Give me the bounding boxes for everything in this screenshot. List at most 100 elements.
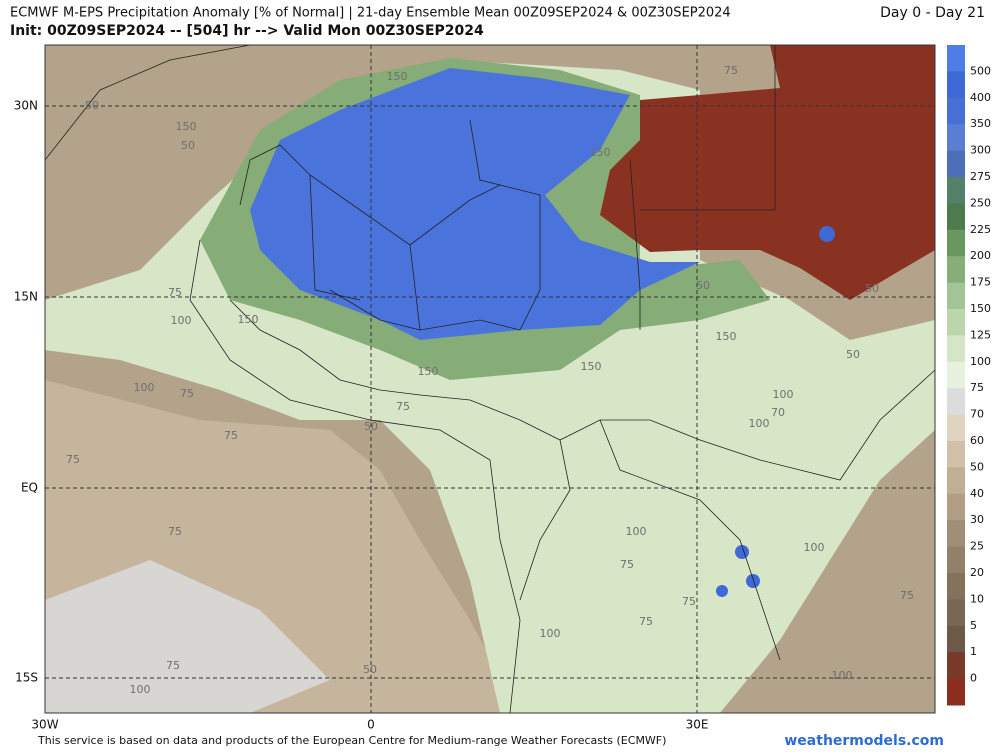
colorbar-label: 50 [970, 460, 984, 473]
colorbar-swatch [947, 282, 965, 310]
contour-label: 50 [846, 348, 860, 361]
contour-label: 75 [168, 525, 182, 538]
lon-label: 0 [367, 718, 375, 732]
colorbar-label: 500 [970, 64, 991, 77]
colorbar-swatch [947, 97, 965, 125]
colorbar-label: 0 [970, 672, 977, 685]
colorbar-label: 125 [970, 328, 991, 341]
contour-label: 100 [626, 525, 647, 538]
contour-label: 150 [590, 146, 611, 159]
contour-label: 50 [85, 99, 99, 112]
grey-area [45, 560, 330, 713]
contour-label: 75 [396, 400, 410, 413]
colorbar-label: 60 [970, 434, 984, 447]
lon-label: 30W [31, 718, 58, 732]
colorbar-label: 75 [970, 381, 984, 394]
subtitle: Init: 00Z09SEP2024 -- [504] hr --> Valid… [10, 23, 484, 39]
colorbar-swatch [947, 625, 965, 653]
wet-spot [746, 574, 760, 588]
colorbar-swatch [947, 520, 965, 548]
contour-label: 75 [166, 659, 180, 672]
map [44, 44, 936, 714]
contour-label: 150 [176, 120, 197, 133]
contour-label: 100 [171, 314, 192, 327]
contour-label: 70 [771, 406, 785, 419]
colorbar-label: 40 [970, 487, 984, 500]
dry-region [600, 45, 935, 300]
colorbar-label: 1 [970, 645, 977, 658]
contour-label: 100 [134, 381, 155, 394]
colorbar-swatch [947, 335, 965, 363]
colorbar: 5004003503002752502252001751501251007570… [947, 45, 991, 706]
contour-label: 100 [540, 627, 561, 640]
colorbar-swatch [947, 229, 965, 257]
colorbar-swatch [947, 124, 965, 152]
wet-spot [819, 226, 835, 242]
colorbar-label: 5 [970, 619, 977, 632]
colorbar-swatch [947, 467, 965, 495]
contour-label: 75 [180, 387, 194, 400]
contour-label: 75 [224, 429, 238, 442]
lon-label: 30E [686, 718, 709, 732]
contour-label: 50 [363, 663, 377, 676]
colorbar-swatch [947, 309, 965, 336]
contour-label: 75 [168, 286, 182, 299]
colorbar-swatch [947, 441, 965, 468]
colorbar-label: 100 [970, 355, 991, 368]
colorbar-label: 350 [970, 117, 991, 130]
contour-label: 150 [418, 365, 439, 378]
contour-labels: 150 150 50 150 75 50 75 150 100 150 150 150 50 100 75 7… [66, 64, 914, 696]
grid: 30N 15N EQ 15S 30W 0 30E [14, 45, 935, 732]
contour-label: 100 [832, 669, 853, 682]
contour-label: 75 [639, 615, 653, 628]
contour-label: 75 [682, 595, 696, 608]
colorbar-label: 150 [970, 302, 991, 315]
colorbar-swatch [947, 546, 965, 574]
colorbar-swatch [947, 678, 965, 706]
colorbar-swatch [947, 361, 965, 389]
colorbar-swatch [947, 573, 965, 600]
lat-label: 30N [14, 99, 38, 113]
colorbar-label: 250 [970, 196, 991, 209]
colorbar-label: 225 [970, 223, 991, 236]
contour-label: 150 [238, 313, 259, 326]
colorbar-label: 70 [970, 408, 984, 421]
coastline [45, 45, 935, 713]
contour-label: 150 [581, 360, 602, 373]
contour-label: 100 [804, 541, 825, 554]
contour-label: 100 [130, 683, 151, 696]
title: ECMWF M-EPS Precipitation Anomaly [% of … [10, 6, 731, 21]
lat-label: 15S [15, 671, 38, 685]
colorbar-swatch [947, 256, 965, 284]
colorbar-label: 275 [970, 170, 991, 183]
contour-label: 75 [724, 64, 738, 77]
lat-label: EQ [21, 481, 38, 495]
colorbar-swatch [947, 493, 965, 521]
contour-label: 75 [620, 558, 634, 571]
colorbar-swatch [947, 652, 965, 680]
lat-label: 15N [14, 290, 38, 304]
colorbar-label: 300 [970, 144, 991, 157]
site-link[interactable]: weathermodels.com [784, 733, 944, 749]
colorbar-label: 175 [970, 276, 991, 289]
colorbar-swatch [947, 388, 965, 416]
contour-label: 150 [387, 70, 408, 83]
contour-label: 75 [900, 589, 914, 602]
contour-label: 150 [716, 330, 737, 343]
contour-label: 50 [364, 420, 378, 433]
period: Day 0 - Day 21 [880, 5, 985, 21]
colorbar-swatch [947, 71, 965, 99]
wet-region [250, 68, 700, 340]
credit: This service is based on data and produc… [37, 734, 666, 747]
colorbar-label: 400 [970, 91, 991, 104]
colorbar-label: 10 [970, 592, 984, 605]
contour-label: 100 [773, 388, 794, 401]
contour-label: 100 [749, 417, 770, 430]
colorbar-label: 20 [970, 566, 984, 579]
colorbar-swatch [947, 177, 965, 204]
contour-label: 75 [66, 453, 80, 466]
colorbar-label: 30 [970, 513, 984, 526]
colorbar-swatch [947, 150, 965, 178]
map-frame [44, 44, 936, 714]
